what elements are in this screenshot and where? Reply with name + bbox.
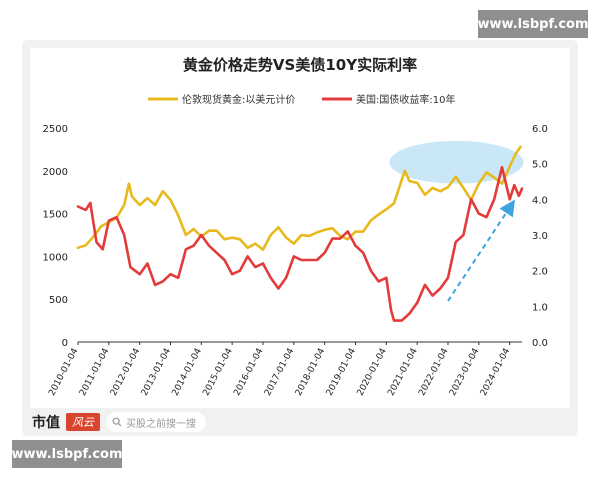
legend-label-gold: 伦敦现货黄金:以美元计价 [182, 93, 295, 106]
brand-name: 市值 [32, 415, 60, 431]
legend-label-red: 美国:国债收益率:10年 [356, 93, 455, 106]
legend: 伦敦现货黄金:以美元计价 美国:国债收益率:10年 [148, 93, 455, 106]
highlight-ellipse [389, 140, 524, 184]
right-tick-label: 0.0 [532, 338, 548, 349]
x-tick-label: 2019-01-04 [325, 346, 359, 397]
x-tick-label: 2023-01-04 [448, 346, 482, 397]
x-tick-label: 2020-01-04 [356, 346, 390, 397]
right-tick-label: 6.0 [532, 124, 548, 135]
treasury-yield-line [76, 165, 524, 322]
x-tick-label: 2022-01-04 [417, 346, 451, 397]
watermark-banner-top: www.lsbpf.com [478, 10, 589, 38]
left-tick-label: 1500 [43, 210, 68, 221]
x-tick-label: 2024-01-04 [479, 346, 513, 397]
right-axis: 0.0 1.0 2.0 3.0 4.0 5.0 6.0 [532, 124, 548, 349]
right-tick-label: 3.0 [532, 231, 548, 242]
right-tick-label: 4.0 [532, 195, 548, 206]
left-tick-label: 1000 [43, 252, 68, 263]
right-tick-label: 5.0 [532, 160, 548, 171]
x-tick-label: 2016-01-04 [232, 346, 266, 397]
search-bar[interactable]: 买股之前搜一搜 [106, 412, 206, 432]
annotations [389, 140, 524, 184]
search-placeholder: 买股之前搜一搜 [126, 418, 196, 430]
x-tick-label: 2015-01-04 [201, 346, 235, 397]
left-tick-label: 0 [62, 338, 68, 349]
brand-logo: 风云 [66, 413, 100, 431]
gold-price-line [76, 145, 522, 251]
left-tick-label: 500 [49, 295, 68, 306]
x-tick-label: 2010-01-04 [47, 346, 81, 397]
x-tick-label: 2012-01-04 [109, 346, 143, 397]
chart-container: 黄金价格走势VS美债10Y实际利率 伦敦现货黄金:以美元计价 美国:国债收益率:… [30, 48, 570, 408]
x-tick-label: 2018-01-04 [294, 346, 328, 397]
chart-svg: 黄金价格走势VS美债10Y实际利率 伦敦现货黄金:以美元计价 美国:国债收益率:… [43, 56, 548, 398]
x-tick-label: 2014-01-04 [171, 346, 205, 397]
search-icon [112, 417, 122, 427]
watermark-banner-bottom: www.lsbpf.com [12, 440, 123, 468]
x-tick-label: 2011-01-04 [78, 346, 112, 397]
left-axis: 0 500 1000 1500 2000 2500 [43, 124, 68, 349]
trend-arrow [447, 199, 515, 302]
left-tick-label: 2500 [43, 124, 68, 135]
left-tick-label: 2000 [43, 167, 68, 178]
footer-bar: 市值 风云 买股之前搜一搜 [30, 408, 570, 436]
x-tick-label: 2021-01-04 [386, 346, 420, 397]
right-tick-label: 2.0 [532, 267, 548, 278]
x-tick-label: 2017-01-04 [263, 346, 297, 397]
right-tick-label: 1.0 [532, 302, 548, 313]
chart-title: 黄金价格走势VS美债10Y实际利率 [183, 56, 417, 74]
x-axis: 2010-01-042011-01-042012-01-042013-01-04… [47, 341, 522, 398]
series-layer [76, 145, 524, 322]
x-tick-label: 2013-01-04 [140, 346, 174, 397]
